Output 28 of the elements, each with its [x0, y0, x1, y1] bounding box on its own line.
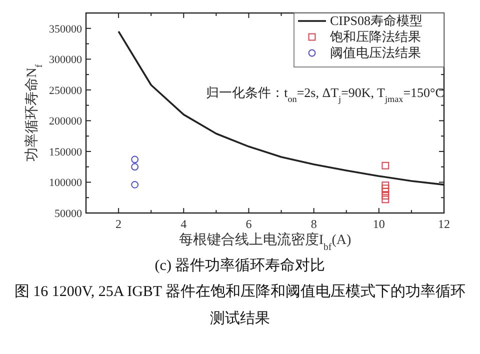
x-tick-label: 12: [438, 217, 450, 231]
y-tick-label: 300000: [49, 54, 82, 66]
x-tick-label: 10: [372, 217, 385, 231]
point: [131, 180, 139, 188]
point: [131, 163, 139, 171]
x-tick-label: 8: [310, 217, 317, 231]
x-tick-label: 2: [116, 217, 122, 231]
caption: 图 16 1200V, 25A IGBT 器件在饱和压降和阈值电压模式下的功率循环测试结果: [14, 282, 466, 329]
point: [382, 192, 390, 200]
y-tick-label: 350000: [49, 23, 82, 36]
x-tick-label: 6: [246, 217, 252, 231]
y-tick-label: 50000: [54, 208, 82, 220]
point: [382, 162, 390, 170]
point: [131, 156, 139, 164]
x-axis-title: 每根键合线上电流密度I$_{bf}$(A): [178, 232, 352, 252]
y-tick-label: 250000: [49, 84, 82, 97]
y-tick-label: 150000: [49, 146, 82, 158]
point: [382, 184, 390, 192]
y-tick-label: 100000: [49, 177, 82, 190]
x-tick-label: 4: [180, 217, 187, 231]
legend-label: 阈值电压法结果: [330, 45, 421, 60]
legend-label: 饱和压降法结果: [329, 29, 421, 44]
legend-label: CIPS08寿命模型: [330, 13, 422, 28]
annotation: 归一化条件：t$_{on}$=2s, ΔT$_{j}$=90K, T$_{jmax}$=150°C: [206, 85, 444, 104]
point: [382, 196, 390, 204]
point: [382, 188, 390, 196]
y-tick-label: 200000: [49, 116, 82, 128]
text: (c) 器件功率循环寿命对比: [154, 256, 326, 275]
